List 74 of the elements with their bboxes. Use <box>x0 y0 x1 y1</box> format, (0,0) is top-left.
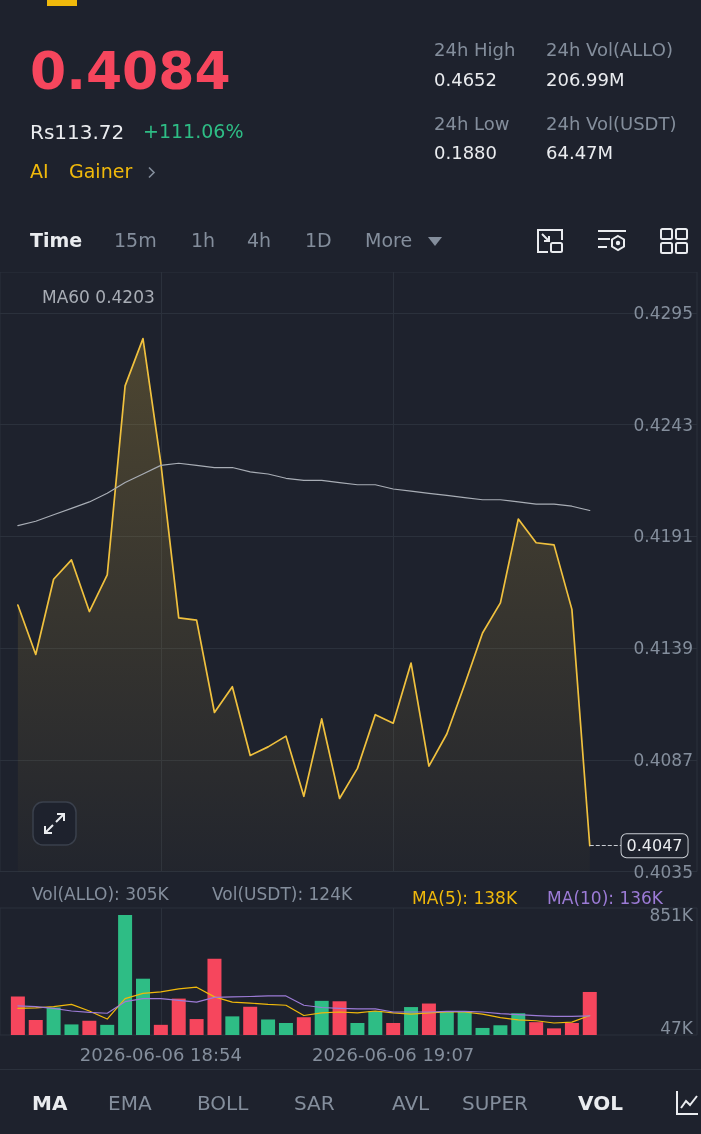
text: EMA <box>108 1090 152 1115</box>
bar <box>135 978 150 1035</box>
bar <box>100 1024 115 1035</box>
text: Gainer <box>69 160 133 183</box>
text: Vol(USDT): 124K <box>212 883 353 904</box>
bar <box>547 1028 562 1035</box>
text: MA(5): 138K <box>411 887 518 908</box>
bar <box>207 958 222 1035</box>
text: 24h Low <box>434 112 510 135</box>
bar <box>332 1001 347 1035</box>
text: Vol(ALLO): 305K <box>32 883 170 904</box>
text: 64.47M <box>546 141 614 164</box>
ref-line-label: 0.4047 <box>626 836 683 856</box>
y-tick-label: 0.4243 <box>633 414 693 435</box>
bar <box>314 1000 329 1035</box>
bar <box>64 1024 79 1035</box>
y-tick-label: 0.4139 <box>633 638 693 659</box>
text: 0.1880 <box>434 141 497 164</box>
bar <box>529 1022 544 1035</box>
bar <box>153 1024 168 1035</box>
text: More <box>365 229 413 252</box>
text: 15m <box>114 229 157 252</box>
x-tick-label: 2026-06-06 18:54 <box>79 1043 242 1065</box>
y-tick-label: 0.4191 <box>633 526 693 547</box>
text: 24h Vol(USDT) <box>546 112 677 135</box>
line-series <box>17 986 591 1024</box>
y-tick-label: 0.4087 <box>633 749 693 770</box>
text: +111.06% <box>143 120 244 143</box>
bar <box>171 998 186 1035</box>
text: AVL <box>392 1090 430 1115</box>
bar <box>118 914 133 1035</box>
bar <box>243 1006 258 1035</box>
text: MA60 0.4203 <box>42 286 155 307</box>
bar <box>189 1019 204 1035</box>
bar <box>46 1007 61 1035</box>
bar <box>28 1019 43 1035</box>
bar <box>368 1011 383 1035</box>
text: 0.4084 <box>30 41 231 102</box>
text: 4h <box>247 229 272 252</box>
y-tick-label: 0.4295 <box>633 302 693 323</box>
y-tick-label: 0.4035 <box>633 861 693 882</box>
bar <box>457 1011 472 1035</box>
bar <box>261 1019 276 1035</box>
text: VOL <box>578 1090 623 1115</box>
text: 24h Vol(ALLO) <box>546 38 673 61</box>
line-series <box>17 995 591 1017</box>
x-tick-label: 2026-06-06 19:07 <box>312 1043 475 1065</box>
y-tick-label: 47K <box>660 1018 694 1039</box>
text: 1h <box>191 229 216 252</box>
bar <box>386 1023 401 1035</box>
text: Time <box>30 229 83 252</box>
bar <box>493 1025 508 1035</box>
text: Rs113.72 <box>30 119 125 144</box>
bar <box>582 991 597 1035</box>
bar <box>296 1017 311 1035</box>
text: AI <box>30 160 49 183</box>
bar <box>10 996 25 1035</box>
bar <box>82 1020 97 1035</box>
text: BOLL <box>197 1090 249 1115</box>
text: 206.99M <box>546 68 625 91</box>
text: 1D <box>305 229 332 252</box>
bar <box>350 1023 365 1035</box>
bar <box>225 1016 240 1035</box>
line-series <box>17 462 591 527</box>
bar <box>439 1011 454 1035</box>
bar <box>278 1023 293 1035</box>
text: 0.4652 <box>434 68 497 91</box>
text: SAR <box>294 1090 335 1115</box>
bar <box>475 1027 490 1035</box>
text: MA <box>32 1090 68 1115</box>
text: SUPER <box>462 1090 528 1115</box>
bar <box>564 1023 579 1035</box>
text: 24h High <box>434 38 516 61</box>
bar <box>421 1003 436 1035</box>
